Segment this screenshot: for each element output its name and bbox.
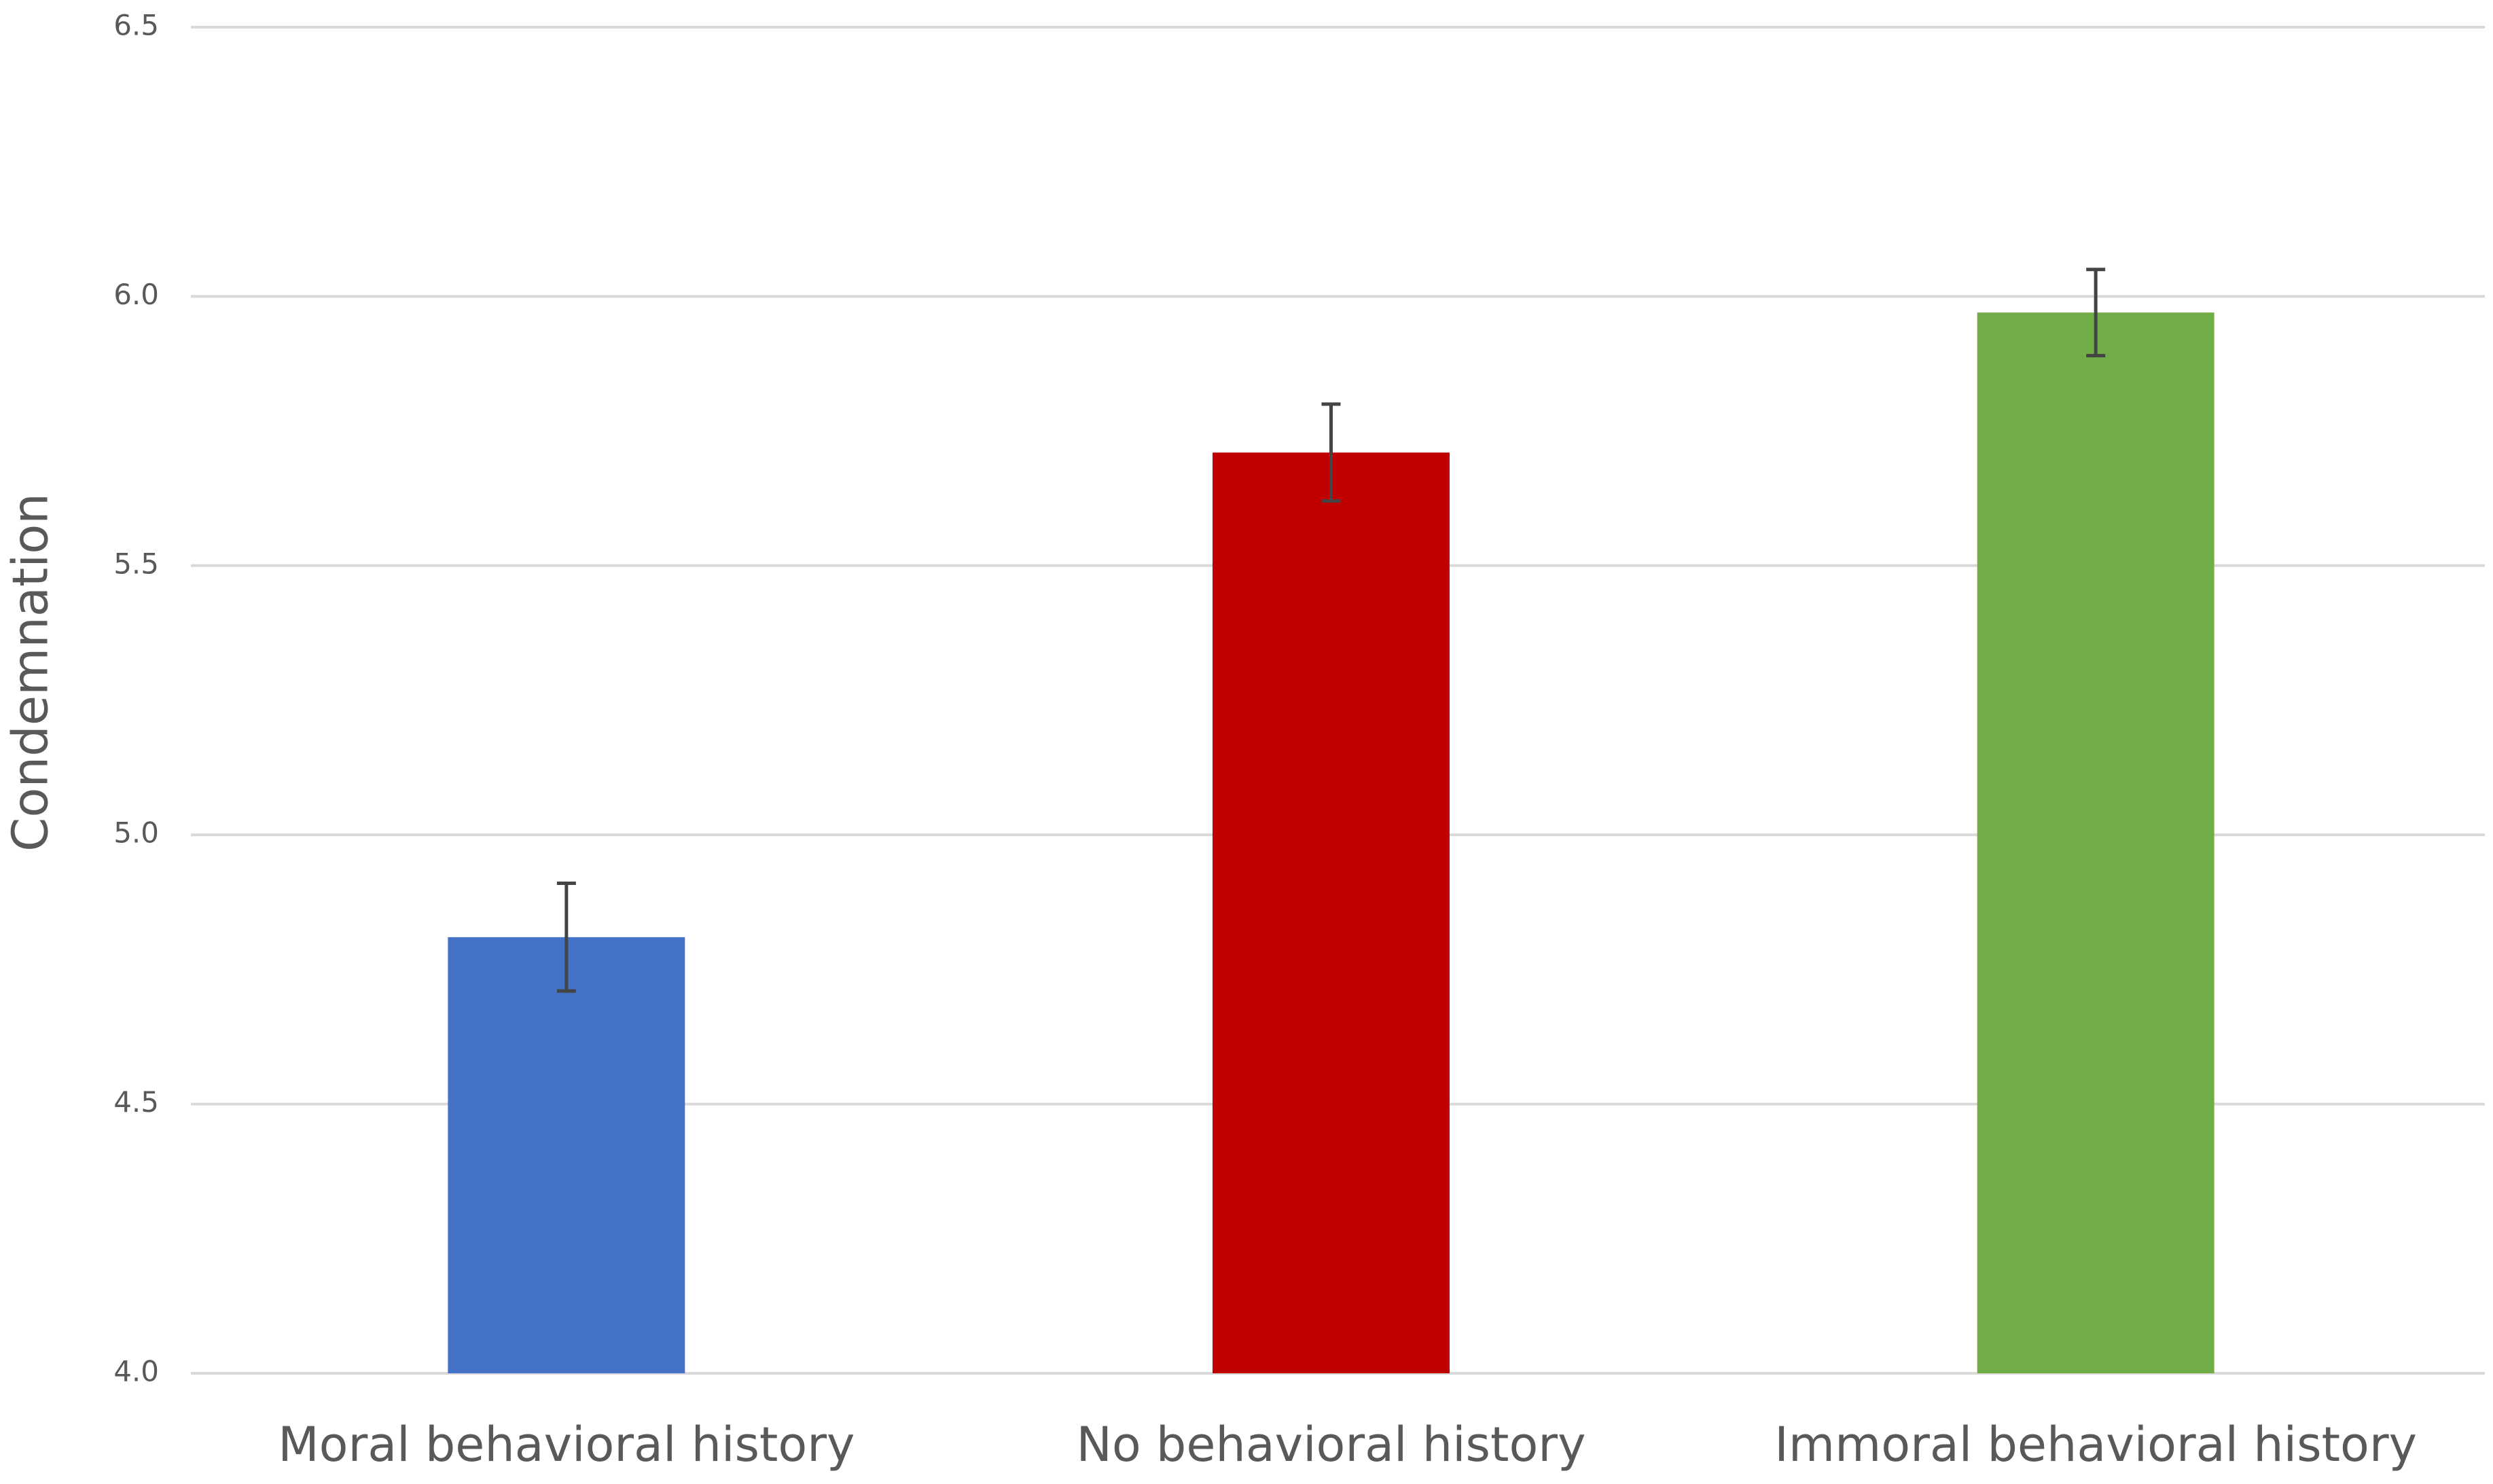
x-tick-label: Moral behavioral history — [278, 1417, 855, 1472]
x-tick-label: No behavioral history — [1076, 1417, 1585, 1472]
error-bar — [556, 882, 576, 993]
y-axis-label: Condemnation — [2, 493, 59, 852]
y-tick-label: 6.0 — [113, 278, 159, 311]
x-tick-label: Immoral behavioral history — [1774, 1417, 2417, 1472]
y-tick-label: 4.0 — [113, 1355, 159, 1388]
bar — [1213, 452, 1450, 1373]
y-tick-label: 5.5 — [113, 547, 159, 580]
y-tick-label: 6.5 — [113, 9, 159, 42]
error-bar — [2086, 268, 2106, 358]
bar — [1977, 312, 2214, 1374]
bar — [448, 937, 685, 1373]
error-bar — [1321, 402, 1341, 503]
y-tick-label: 4.5 — [113, 1085, 159, 1119]
y-tick-label: 5.0 — [113, 816, 159, 850]
